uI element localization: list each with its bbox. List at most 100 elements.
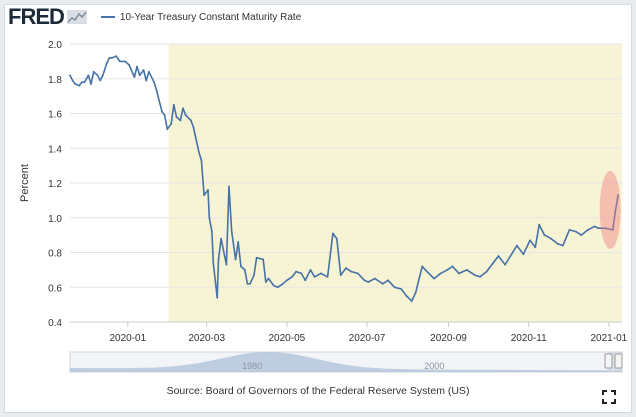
data-point[interactable] (138, 74, 141, 77)
data-point[interactable] (304, 279, 307, 282)
data-point[interactable] (575, 230, 577, 233)
data-point[interactable] (446, 268, 449, 271)
data-point[interactable] (184, 114, 187, 117)
data-point[interactable] (320, 272, 322, 275)
data-point[interactable] (504, 263, 506, 266)
data-point[interactable] (339, 274, 342, 276)
series-line[interactable] (69, 55, 619, 302)
data-point[interactable] (485, 270, 488, 273)
data-point[interactable] (427, 272, 430, 275)
data-point[interactable] (387, 279, 389, 282)
data-point[interactable] (313, 275, 316, 278)
data-point[interactable] (326, 275, 329, 278)
data-point[interactable] (597, 227, 600, 230)
data-point[interactable] (529, 239, 531, 242)
data-point[interactable] (111, 57, 113, 59)
data-point[interactable] (561, 244, 564, 247)
data-point[interactable] (400, 288, 403, 290)
data-point[interactable] (71, 79, 74, 82)
legend[interactable]: 10-Year Treasury Constant Maturity Rate (100, 12, 301, 23)
data-point[interactable] (534, 246, 537, 249)
data-point[interactable] (78, 84, 81, 87)
data-point[interactable] (276, 286, 279, 289)
data-point[interactable] (473, 274, 476, 276)
data-point[interactable] (211, 230, 213, 233)
data-point[interactable] (145, 79, 148, 82)
data-point[interactable] (264, 281, 267, 283)
data-point[interactable] (228, 185, 230, 188)
data-point[interactable] (309, 268, 312, 271)
data-point[interactable] (550, 237, 552, 240)
data-point[interactable] (237, 241, 240, 243)
data-point[interactable] (80, 81, 83, 84)
range-navigator[interactable]: 1980 2000 (69, 351, 623, 373)
data-point[interactable] (96, 74, 99, 77)
data-point[interactable] (439, 272, 442, 275)
data-point[interactable] (200, 159, 203, 162)
data-point[interactable] (124, 60, 127, 63)
data-point[interactable] (155, 90, 158, 92)
data-point[interactable] (225, 263, 228, 266)
data-point[interactable] (410, 300, 413, 303)
data-point[interactable] (345, 267, 347, 270)
data-point[interactable] (170, 123, 173, 125)
data-point[interactable] (230, 230, 233, 233)
data-point[interactable] (108, 57, 111, 59)
data-point[interactable] (466, 268, 468, 271)
data-point[interactable] (604, 227, 606, 230)
data-point[interactable] (331, 232, 334, 235)
data-point[interactable] (458, 272, 460, 275)
data-point[interactable] (272, 284, 275, 287)
data-point[interactable] (239, 265, 242, 268)
data-point[interactable] (300, 272, 303, 275)
data-point[interactable] (153, 81, 156, 84)
data-point[interactable] (74, 83, 77, 85)
data-point[interactable] (208, 216, 211, 219)
navigator-handle[interactable] (614, 353, 623, 369)
data-point[interactable] (538, 223, 541, 226)
data-point[interactable] (421, 265, 424, 268)
data-point[interactable] (367, 281, 370, 283)
data-point[interactable] (556, 242, 559, 245)
data-point[interactable] (90, 83, 92, 85)
data-point[interactable] (115, 55, 117, 58)
data-point[interactable] (255, 256, 258, 259)
data-point[interactable] (510, 253, 513, 256)
data-point[interactable] (492, 262, 495, 264)
data-point[interactable] (543, 234, 546, 237)
data-point[interactable] (580, 234, 583, 237)
data-point[interactable] (267, 277, 270, 280)
data-point[interactable] (291, 275, 294, 278)
data-point[interactable] (262, 258, 265, 261)
data-point[interactable] (381, 282, 384, 285)
data-point[interactable] (246, 282, 249, 285)
data-point[interactable] (87, 74, 90, 77)
data-point[interactable] (295, 270, 297, 273)
data-point[interactable] (142, 69, 145, 71)
data-point[interactable] (350, 270, 353, 273)
data-point[interactable] (405, 295, 408, 297)
data-point[interactable] (593, 225, 596, 228)
data-point[interactable] (69, 74, 71, 77)
chart-plot[interactable]: 0.4 0.6 0.8 1.0 1.2 1.4 1.6 1.8 2.0 2020-01 2020-… (0, 0, 636, 385)
data-point[interactable] (568, 229, 571, 231)
data-point[interactable] (190, 119, 192, 122)
data-point[interactable] (175, 116, 178, 118)
data-point[interactable] (166, 128, 169, 131)
data-point[interactable] (249, 282, 251, 285)
data-point[interactable] (497, 255, 500, 257)
data-point[interactable] (614, 209, 617, 212)
fred-logo[interactable]: FRED (8, 4, 65, 29)
navigator-handle[interactable] (604, 353, 613, 369)
fullscreen-icon[interactable] (602, 390, 616, 404)
data-point[interactable] (515, 244, 518, 247)
data-point[interactable] (217, 258, 220, 261)
data-point[interactable] (356, 272, 359, 275)
data-point[interactable] (479, 275, 481, 278)
data-point[interactable] (216, 296, 219, 299)
data-point[interactable] (374, 277, 376, 280)
data-point[interactable] (617, 194, 619, 197)
data-point[interactable] (128, 63, 131, 66)
data-point[interactable] (179, 119, 182, 122)
data-point[interactable] (161, 110, 163, 113)
